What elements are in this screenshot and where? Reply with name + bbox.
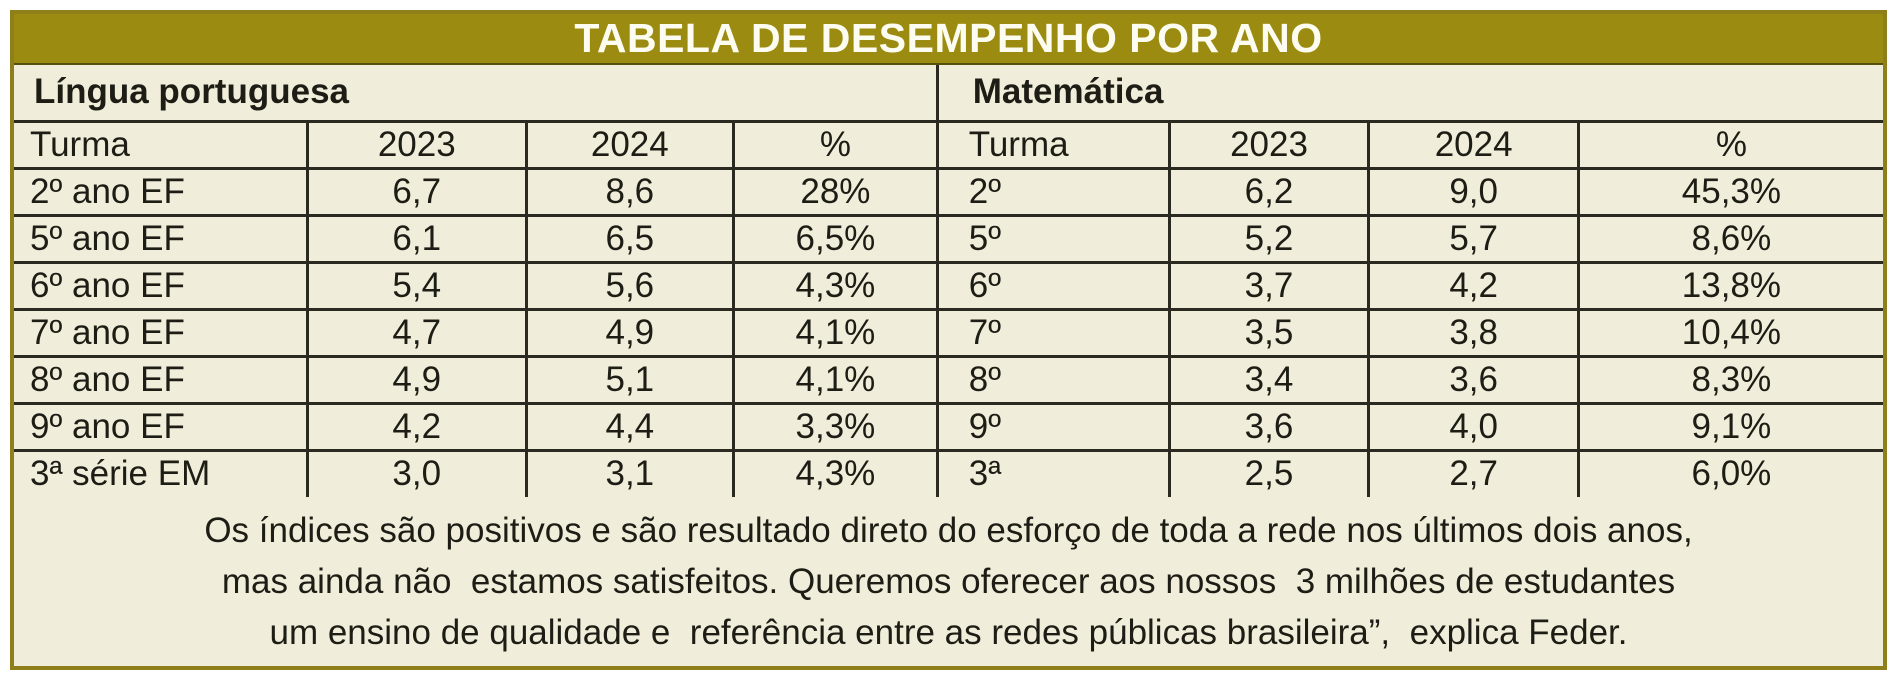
column-header-row: Turma 2023 2024 % Turma 2023 2024 % <box>12 119 1885 170</box>
cell-mat-2024: 3,8 <box>1367 307 1580 358</box>
cell-mat-2023: 5,2 <box>1167 213 1371 264</box>
quote-line: mas ainda não estamos satisfeitos. Quere… <box>221 562 1676 601</box>
header-lp-2024: 2024 <box>524 119 736 170</box>
cell-lp-2023: 5,4 <box>305 260 528 311</box>
cell-mat-turma: 3ª <box>935 448 1171 499</box>
performance-table: Língua portuguesa Matemática Turma 2023 … <box>12 63 1885 499</box>
cell-lp-2023: 6,1 <box>305 213 528 264</box>
title-band: TABELA DE DESEMPENHO POR ANO <box>14 14 1883 65</box>
quote-footer: Os índices são positivos e são resultado… <box>14 497 1883 666</box>
cell-lp-2023: 4,7 <box>305 307 528 358</box>
cell-lp-2023: 4,2 <box>305 401 528 452</box>
cell-mat-turma: 5º <box>935 213 1171 264</box>
cell-mat-2023: 2,5 <box>1167 448 1371 499</box>
performance-table-panel: TABELA DE DESEMPENHO POR ANO Língua port… <box>10 10 1887 670</box>
cell-mat-2024: 9,0 <box>1367 166 1580 217</box>
subject-portuguese: Língua portuguesa <box>12 63 939 123</box>
cell-mat-2023: 3,5 <box>1167 307 1371 358</box>
cell-mat-2024: 4,0 <box>1367 401 1580 452</box>
cell-mat-2023: 3,4 <box>1167 354 1371 405</box>
cell-lp-pct: 28% <box>732 166 939 217</box>
cell-lp-2023: 3,0 <box>305 448 528 499</box>
table-row: 6º ano EF 5,4 5,6 4,3% 6º 3,7 4,2 13,8% <box>12 260 1885 311</box>
cell-lp-pct: 4,1% <box>732 307 939 358</box>
cell-lp-turma: 2º ano EF <box>12 166 309 217</box>
cell-mat-2023: 3,6 <box>1167 401 1371 452</box>
table-row: 7º ano EF 4,7 4,9 4,1% 7º 3,5 3,8 10,4% <box>12 307 1885 358</box>
cell-mat-pct: 6,0% <box>1576 448 1885 499</box>
cell-lp-2024: 3,1 <box>524 448 736 499</box>
table-row: 9º ano EF 4,2 4,4 3,3% 9º 3,6 4,0 9,1% <box>12 401 1885 452</box>
quote-line: um ensino de qualidade e referência entr… <box>269 613 1628 652</box>
page-title: TABELA DE DESEMPENHO POR ANO <box>574 15 1323 61</box>
cell-mat-pct: 10,4% <box>1576 307 1885 358</box>
quote-line: Os índices são positivos e são resultado… <box>204 511 1693 550</box>
cell-mat-turma: 9º <box>935 401 1171 452</box>
cell-mat-2024: 2,7 <box>1367 448 1580 499</box>
cell-mat-2024: 4,2 <box>1367 260 1580 311</box>
cell-lp-2023: 6,7 <box>305 166 528 217</box>
cell-mat-2023: 6,2 <box>1167 166 1371 217</box>
cell-mat-pct: 9,1% <box>1576 401 1885 452</box>
subject-math: Matemática <box>935 63 1885 123</box>
cell-lp-pct: 3,3% <box>732 401 939 452</box>
header-mat-2023: 2023 <box>1167 119 1371 170</box>
cell-lp-pct: 6,5% <box>732 213 939 264</box>
cell-lp-turma: 9º ano EF <box>12 401 309 452</box>
cell-mat-turma: 8º <box>935 354 1171 405</box>
header-mat-pct: % <box>1576 119 1885 170</box>
cell-lp-turma: 5º ano EF <box>12 213 309 264</box>
cell-lp-2024: 4,4 <box>524 401 736 452</box>
cell-mat-2024: 5,7 <box>1367 213 1580 264</box>
cell-mat-turma: 7º <box>935 307 1171 358</box>
cell-mat-2024: 3,6 <box>1367 354 1580 405</box>
cell-lp-turma: 8º ano EF <box>12 354 309 405</box>
cell-mat-pct: 8,6% <box>1576 213 1885 264</box>
cell-lp-2024: 8,6 <box>524 166 736 217</box>
cell-lp-pct: 4,3% <box>732 260 939 311</box>
cell-lp-2024: 4,9 <box>524 307 736 358</box>
header-lp-pct: % <box>732 119 939 170</box>
cell-mat-pct: 45,3% <box>1576 166 1885 217</box>
header-lp-turma: Turma <box>12 119 309 170</box>
table-row: 5º ano EF 6,1 6,5 6,5% 5º 5,2 5,7 8,6% <box>12 213 1885 264</box>
header-lp-2023: 2023 <box>305 119 528 170</box>
cell-lp-2024: 5,1 <box>524 354 736 405</box>
cell-lp-turma: 3ª série EM <box>12 448 309 499</box>
header-mat-turma: Turma <box>935 119 1171 170</box>
cell-lp-pct: 4,3% <box>732 448 939 499</box>
cell-lp-2024: 6,5 <box>524 213 736 264</box>
cell-lp-pct: 4,1% <box>732 354 939 405</box>
subject-header-row: Língua portuguesa Matemática <box>12 63 1885 123</box>
cell-lp-turma: 7º ano EF <box>12 307 309 358</box>
cell-mat-turma: 2º <box>935 166 1171 217</box>
cell-lp-2024: 5,6 <box>524 260 736 311</box>
cell-mat-2023: 3,7 <box>1167 260 1371 311</box>
table-row: 2º ano EF 6,7 8,6 28% 2º 6,2 9,0 45,3% <box>12 166 1885 217</box>
cell-lp-2023: 4,9 <box>305 354 528 405</box>
header-mat-2024: 2024 <box>1367 119 1580 170</box>
cell-mat-turma: 6º <box>935 260 1171 311</box>
cell-mat-pct: 13,8% <box>1576 260 1885 311</box>
table-row: 3ª série EM 3,0 3,1 4,3% 3ª 2,5 2,7 6,0% <box>12 448 1885 499</box>
cell-lp-turma: 6º ano EF <box>12 260 309 311</box>
cell-mat-pct: 8,3% <box>1576 354 1885 405</box>
table-row: 8º ano EF 4,9 5,1 4,1% 8º 3,4 3,6 8,3% <box>12 354 1885 405</box>
